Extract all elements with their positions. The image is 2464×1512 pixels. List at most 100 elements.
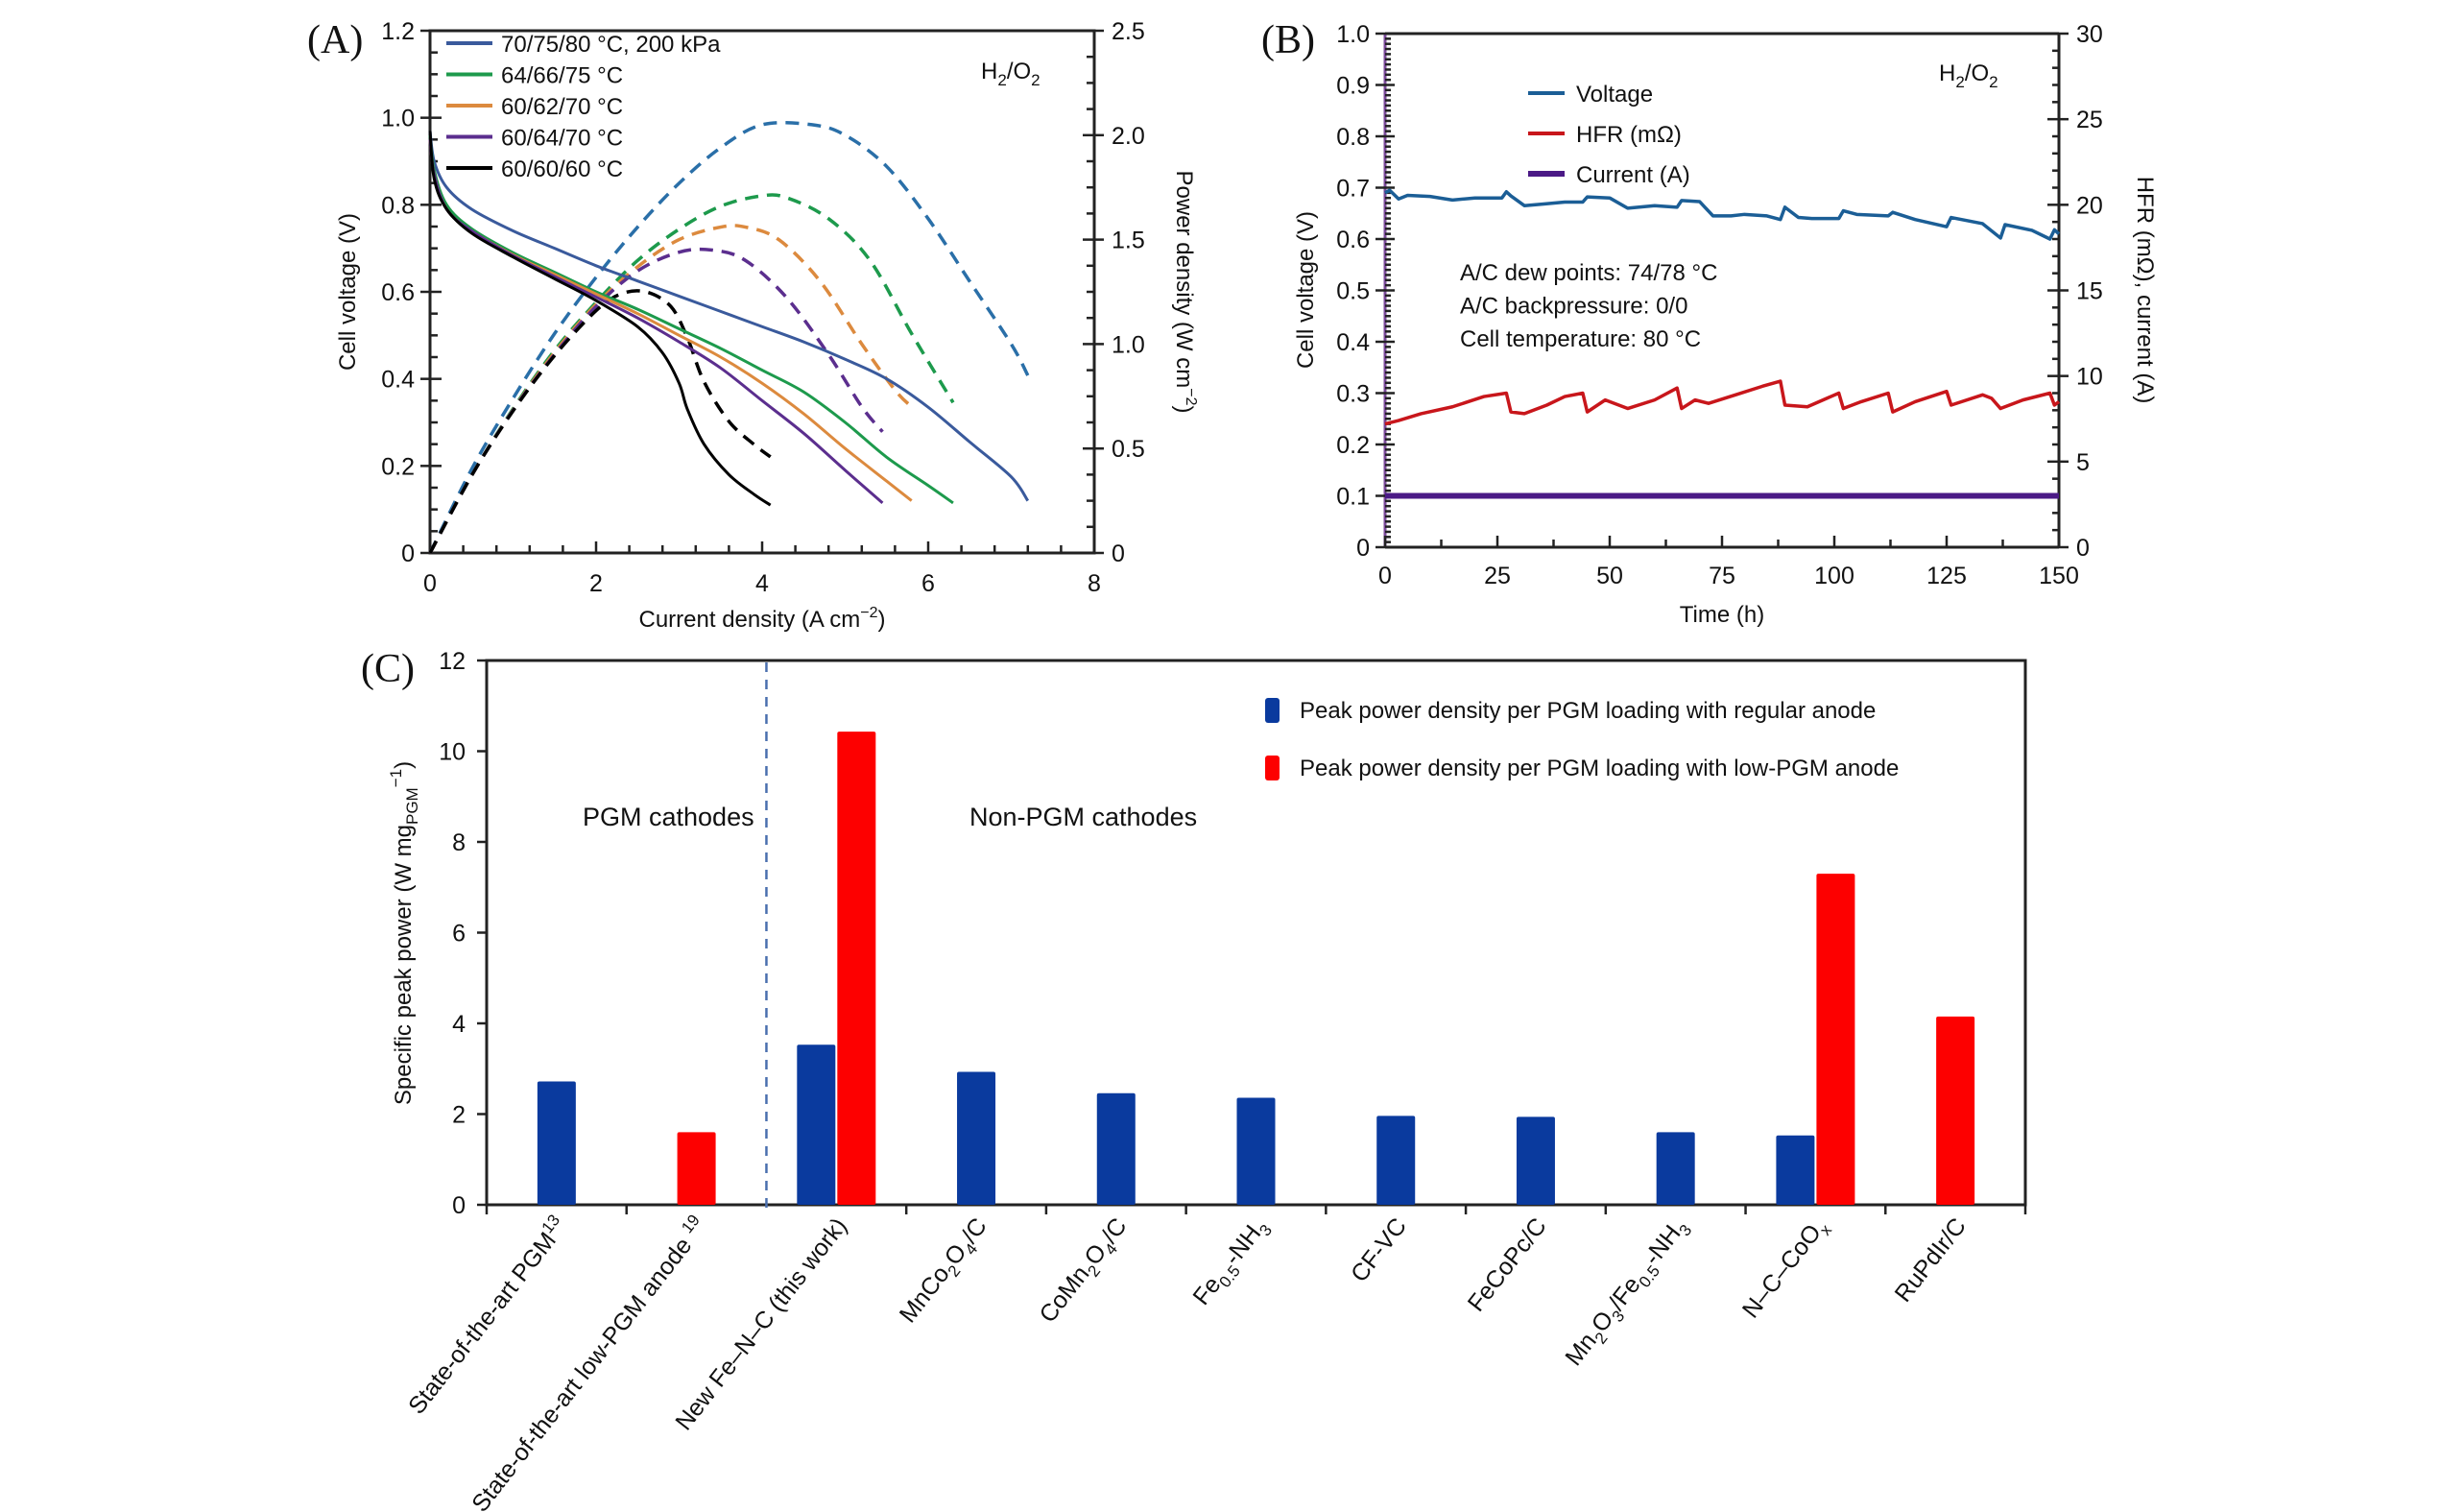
y-left-tick-label: 0.6 (381, 279, 415, 306)
y-right-tick-label: 0 (1112, 540, 1125, 567)
y-left-tick-label: 0 (1356, 535, 1370, 562)
category-label: State-of-the-art low-PGM anode 19 (465, 1212, 713, 1512)
bar-regular-anode (1376, 1116, 1416, 1205)
bar-regular-anode (957, 1071, 996, 1205)
category-label-part: FeCoPc/C (1463, 1212, 1552, 1316)
category-label: CF-VC (1346, 1212, 1412, 1286)
bar-regular-anode (1656, 1132, 1695, 1205)
y-left-tick-label: 0.6 (1336, 227, 1370, 253)
y-left-tick-label: 0 (401, 540, 415, 567)
legend-label: 64/66/75 °C (501, 63, 623, 89)
bar-low-pgm-anode (1936, 1016, 1975, 1205)
legend-label: Peak power density per PGM loading with … (1300, 756, 1899, 781)
condition-note: A/C dew points: 74/78 °C (1460, 260, 1717, 286)
panel-b-axes: 0 25 50 75 100 125 15000.10.20.30.40.50.60.70.… (1336, 21, 2103, 589)
x-tick-label: 6 (921, 570, 935, 597)
y-right-tick-label: 1.5 (1112, 228, 1145, 254)
polarization-curve-2 (428, 139, 913, 502)
panel-a-power-curves (428, 120, 1030, 554)
y-left-tick-label: 0.4 (381, 367, 415, 394)
legend-label: 70/75/80 °C, 200 kPa (501, 32, 721, 58)
series-line-hfr (1384, 379, 2061, 426)
legend-label: Peak power density per PGM loading with … (1300, 698, 1876, 724)
category-label-part: RuPdIr/C (1890, 1212, 1972, 1307)
panel-c-legend: Peak power density per PGM loading with … (1265, 698, 1899, 781)
legend-label: Current (A) (1576, 162, 1690, 188)
x-tick-label: 100 (1814, 563, 1854, 589)
polarization-curve-4 (428, 131, 772, 507)
polarization-curve-0 (428, 131, 1030, 502)
y-right-tick-label: 2.5 (1112, 18, 1145, 45)
power-density-curve-2 (428, 224, 913, 554)
legend-label: HFR (mΩ) (1576, 122, 1682, 148)
x-tick-label: 2 (589, 570, 603, 597)
y-right-tick-label: 20 (2076, 192, 2103, 219)
category-label-part: State-of-the-art PGM (403, 1227, 562, 1419)
polarization-curve-1 (428, 134, 954, 505)
panel-a-right-axis-title: Power density (W cm−2) (1171, 171, 1199, 414)
category-label-part: State-of-the-art low-PGM anode (466, 1227, 701, 1512)
panel-b-right-axis-title: HFR (mΩ), current (A) (2132, 177, 2158, 404)
panel-c: (C) 0 2 4 6 8 10 12 PGM cathodes Non-PGM cathod… (361, 647, 2027, 1512)
bar-low-pgm-anode (1816, 874, 1855, 1205)
condition-note: Cell temperature: 80 °C (1460, 326, 1701, 352)
y-right-tick-label: 2.0 (1112, 123, 1145, 150)
panel-a: (A) 0 2 4 6 800.20.40.60.81.01.200.51.01.52.… (307, 18, 1199, 633)
legend-swatch (1265, 756, 1280, 780)
panel-a-label: (A) (307, 18, 363, 62)
y-tick-label: 12 (439, 648, 466, 675)
category-label-part: /C (956, 1212, 992, 1248)
y-right-tick-label: 0.5 (1112, 436, 1145, 463)
x-tick-label: 8 (1088, 570, 1101, 597)
y-tick-label: 6 (452, 921, 466, 948)
panel-a-x-axis-title: Current density (A cm−2) (639, 605, 886, 633)
category-label: N–C–CoOx (1737, 1212, 1836, 1326)
category-label: RuPdIr/C (1890, 1212, 1972, 1307)
y-right-tick-label: 10 (2076, 364, 2103, 391)
y-left-tick-label: 1.0 (381, 106, 415, 132)
region-label: PGM cathodes (583, 803, 754, 831)
y-tick-label: 0 (452, 1192, 466, 1219)
y-tick-label: 4 (452, 1011, 466, 1038)
bar-low-pgm-anode (837, 732, 876, 1205)
y-left-tick-label: 0.2 (1336, 432, 1370, 459)
power-density-curve-4 (428, 289, 772, 554)
y-right-tick-label: 5 (2076, 449, 2090, 476)
y-left-tick-label: 0.4 (1336, 329, 1370, 356)
panel-a-legend: 70/75/80 °C, 200 kPa 64/66/75 °C 60/62/70 … (446, 32, 721, 182)
panel-a-gas-annotation: H2/O2 (981, 59, 1041, 89)
x-tick-label: 0 (423, 570, 437, 597)
panel-c-bars (537, 732, 1975, 1205)
panel-c-region-labels: PGM cathodes Non-PGM cathodes (583, 803, 1197, 831)
y-left-tick-label: 0.3 (1336, 381, 1370, 408)
x-tick-label: 125 (1926, 563, 1967, 589)
region-label: Non-PGM cathodes (969, 803, 1197, 831)
panel-a-left-axis-title: Cell voltage (V) (335, 213, 361, 371)
legend-label: 60/62/70 °C (501, 94, 623, 120)
bar-regular-anode (537, 1081, 576, 1205)
category-label: Mn2O3/Fe0.5-NH3 (1560, 1212, 1695, 1374)
panel-c-axes: 0 2 4 6 8 10 12 (439, 648, 2027, 1219)
y-left-tick-label: 1.2 (381, 18, 415, 45)
y-left-tick-label: 0.2 (381, 453, 415, 480)
legend-label: 60/64/70 °C (501, 126, 623, 152)
panel-a-axes: 0 2 4 6 800.20.40.60.81.01.200.51.01.52.02.5 (381, 18, 1145, 597)
bar-low-pgm-anode (677, 1132, 716, 1205)
y-right-tick-label: 1.0 (1112, 331, 1145, 358)
y-tick-label: 2 (452, 1102, 466, 1129)
bar-regular-anode (1776, 1135, 1815, 1205)
y-left-tick-label: 0.8 (1336, 124, 1370, 151)
category-label: State-of-the-art PGM13 (401, 1212, 573, 1420)
y-left-tick-label: 1.0 (1336, 21, 1370, 48)
category-label-part: N–C–CoO (1737, 1219, 1827, 1323)
power-density-curve-0 (428, 120, 1030, 554)
category-label: FeCoPc/C (1463, 1212, 1552, 1316)
panel-c-y-axis-title: Specific peak power (W mgPGM−1) (387, 761, 421, 1105)
legend-swatch (1265, 698, 1280, 723)
y-left-tick-label: 0.9 (1336, 73, 1370, 100)
panel-b-legend: Voltage HFR (mΩ) Current (A) (1528, 82, 1690, 188)
x-tick-label: 150 (2039, 563, 2079, 589)
y-left-tick-label: 0.8 (381, 192, 415, 219)
category-label: CoMn2O4/C (1034, 1212, 1136, 1331)
panel-a-polarization-curves (428, 131, 1030, 507)
